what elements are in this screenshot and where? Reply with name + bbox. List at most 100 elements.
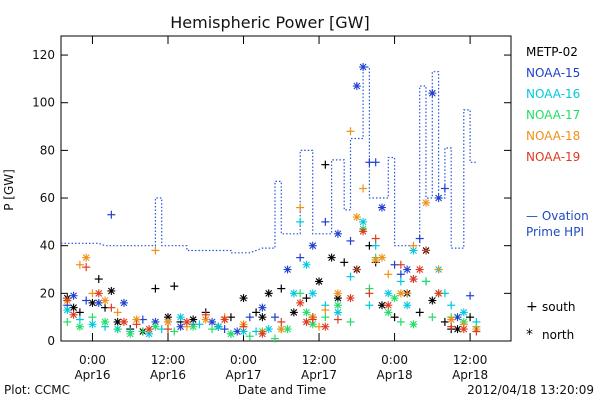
point-noaa-17: [409, 320, 418, 329]
point-noaa-19-d: [70, 311, 77, 319]
point-noaa-19-d: [347, 294, 354, 302]
point-noaa-19-d: [120, 318, 128, 326]
point-noaa-16: [302, 260, 311, 269]
point-noaa-19: [239, 322, 248, 331]
point-noaa-19-d: [303, 318, 310, 326]
point-metp-02: [302, 294, 311, 303]
point-noaa-19: [201, 310, 210, 319]
point-metp-02-d: [265, 289, 273, 297]
x-tick-time-label: 12:00: [302, 353, 337, 367]
point-metp-02: [340, 258, 349, 267]
point-noaa-19: [415, 265, 424, 274]
point-noaa-19-d: [145, 325, 153, 333]
point-noaa-19-d: [416, 266, 424, 273]
point-noaa-19: [63, 296, 72, 305]
point-noaa-15: [258, 303, 267, 312]
point-noaa-17: [226, 329, 235, 338]
point-noaa-19-d: [95, 289, 103, 297]
point-noaa-18: [151, 246, 160, 255]
point-metp-02: [415, 308, 424, 317]
ovation-series: [61, 66, 477, 254]
point-noaa-17: [396, 317, 405, 326]
point-noaa-15: [82, 296, 91, 305]
point-noaa-15: [94, 298, 103, 307]
point-noaa-16-d: [89, 320, 96, 328]
point-noaa-16: [447, 301, 456, 310]
point-noaa-15: [321, 217, 330, 226]
point-metp-02-d: [189, 316, 197, 323]
point-noaa-19-d: [384, 301, 392, 309]
point-noaa-18-d: [397, 289, 405, 297]
point-noaa-17: [138, 327, 147, 336]
point-noaa-15: [245, 313, 254, 322]
point-noaa-17: [208, 325, 217, 334]
point-noaa-18: [113, 308, 122, 317]
point-noaa-17: [346, 317, 355, 326]
point-noaa-19: [371, 234, 380, 243]
point-noaa-19: [220, 315, 229, 324]
point-noaa-19: [434, 289, 443, 298]
point-noaa-16: [75, 315, 84, 324]
point-noaa-15-d: [208, 318, 216, 326]
point-noaa-18: [377, 253, 386, 262]
point-metp-02-d: [454, 325, 461, 333]
point-noaa-17-d: [227, 330, 235, 338]
point-noaa-19: [321, 322, 330, 331]
point-noaa-15: [308, 241, 317, 250]
point-noaa-16: [214, 322, 223, 331]
point-noaa-16: [88, 320, 97, 329]
timestamp: 2012/04/18 13:20:09: [467, 383, 594, 397]
point-noaa-17: [151, 322, 160, 331]
point-noaa-16-d: [359, 218, 367, 226]
point-metp-02: [327, 253, 336, 262]
y-tick-label: 80: [40, 143, 55, 157]
point-noaa-16-d: [403, 301, 411, 309]
x-tick-time-label: 0:00: [381, 353, 408, 367]
x-tick-date-label: Apr16: [150, 368, 186, 382]
point-noaa-18-d: [202, 316, 210, 323]
x-tick-date-label: Apr18: [452, 368, 488, 382]
point-noaa-19: [409, 275, 418, 284]
point-metp-02: [151, 284, 160, 293]
point-noaa-19: [302, 317, 311, 326]
point-noaa-18: [333, 289, 342, 298]
point-noaa-17-d: [126, 330, 134, 338]
y-tick-label: 20: [40, 286, 55, 300]
ovation-label-line1: — Ovation: [526, 209, 589, 223]
point-noaa-16-d: [410, 247, 417, 254]
point-noaa-19: [346, 294, 355, 303]
point-noaa-16: [365, 301, 374, 310]
point-noaa-15-d: [259, 304, 266, 312]
point-noaa-18-d: [447, 316, 455, 323]
point-metp-02: [315, 277, 324, 286]
point-metp-02: [239, 294, 248, 303]
point-noaa-18-d: [277, 325, 285, 333]
point-noaa-15-d: [120, 299, 128, 307]
point-noaa-19: [384, 301, 393, 310]
point-noaa-15: [352, 82, 361, 91]
point-noaa-16: [63, 306, 72, 315]
point-noaa-15: [283, 265, 292, 274]
point-metp-02-d: [259, 313, 266, 321]
legend-item: NOAA-19: [526, 150, 580, 164]
point-metp-02: [466, 313, 475, 322]
point-noaa-16-d: [290, 289, 298, 297]
point-noaa-15: [377, 203, 386, 212]
point-noaa-15: [371, 158, 380, 167]
point-noaa-18: [447, 315, 456, 324]
point-noaa-18: [403, 289, 412, 298]
point-noaa-18-d: [353, 213, 361, 221]
point-metp-02: [440, 317, 449, 326]
point-metp-02-d: [89, 299, 96, 307]
point-noaa-16: [239, 327, 248, 336]
point-noaa-18: [277, 325, 286, 334]
point-noaa-19: [308, 315, 317, 324]
point-noaa-16-d: [177, 313, 184, 321]
point-noaa-15-d: [454, 313, 461, 321]
point-noaa-17-d: [384, 309, 392, 316]
point-noaa-15: [107, 210, 116, 219]
point-metp-02-d: [70, 304, 77, 312]
point-noaa-19: [132, 320, 141, 329]
point-noaa-17: [384, 308, 393, 317]
point-noaa-17-d: [284, 325, 291, 333]
